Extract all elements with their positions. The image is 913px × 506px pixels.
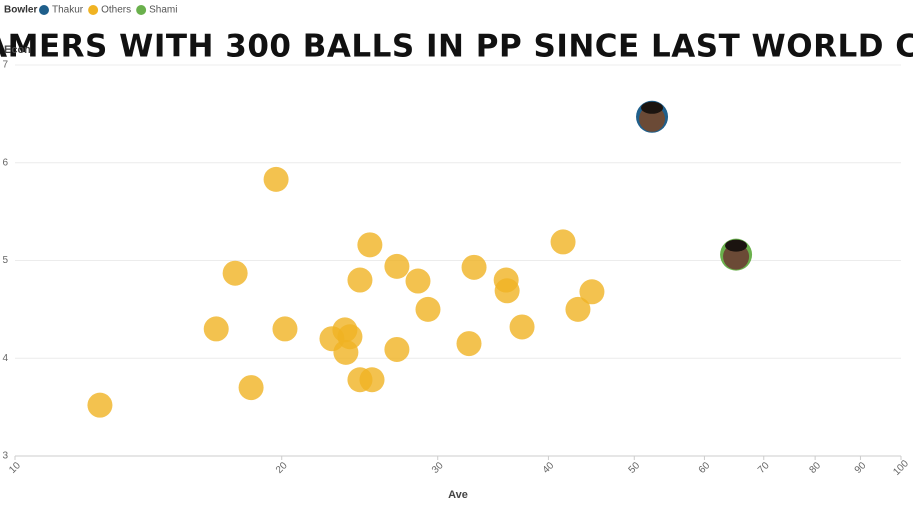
legend-title: Bowler bbox=[4, 5, 37, 16]
y-tick-label: 6 bbox=[2, 157, 8, 168]
x-tick-label: 60 bbox=[697, 460, 713, 476]
point bbox=[263, 166, 289, 192]
point bbox=[272, 316, 298, 342]
point bbox=[509, 314, 535, 340]
point bbox=[461, 254, 487, 280]
point bbox=[565, 296, 591, 322]
point bbox=[405, 268, 431, 294]
marker-hair bbox=[641, 101, 664, 114]
x-tick-label: 40 bbox=[541, 460, 557, 476]
y-tick-label: 3 bbox=[2, 451, 8, 462]
point bbox=[456, 331, 482, 357]
x-tick-label: 50 bbox=[627, 460, 643, 476]
legend-swatch bbox=[39, 5, 49, 15]
legend-swatch bbox=[88, 5, 99, 15]
bowler-marker bbox=[636, 100, 669, 133]
point bbox=[494, 278, 520, 304]
x-tick-label: 70 bbox=[756, 460, 772, 476]
y-tick-label: 7 bbox=[2, 60, 8, 71]
point bbox=[337, 324, 363, 350]
marker-hair bbox=[725, 239, 748, 252]
point bbox=[222, 260, 248, 286]
point bbox=[579, 279, 605, 305]
legend-label: Thakur bbox=[52, 5, 84, 16]
x-tick-label: 100 bbox=[891, 458, 911, 478]
point bbox=[87, 392, 113, 418]
point bbox=[384, 336, 410, 362]
point bbox=[357, 232, 383, 258]
point bbox=[550, 229, 576, 255]
chart-title: SEAMERS WITH 300 BALLS IN PP SINCE LAST … bbox=[0, 29, 913, 65]
x-tick-label: 20 bbox=[274, 460, 290, 476]
legend-label: Shami bbox=[149, 5, 177, 16]
x-tick-label: 90 bbox=[853, 460, 869, 476]
bowler-marker bbox=[720, 238, 753, 271]
legend-swatch bbox=[136, 5, 147, 15]
point bbox=[415, 296, 441, 322]
y-tick-label: 5 bbox=[2, 255, 8, 266]
x-tick-label: 10 bbox=[7, 460, 23, 476]
x-tick-label: 30 bbox=[430, 460, 446, 476]
point bbox=[359, 367, 385, 393]
y-axis-title: Econ bbox=[4, 44, 31, 56]
point bbox=[203, 316, 229, 342]
legend-label: Others bbox=[101, 5, 131, 16]
point bbox=[347, 267, 373, 293]
y-tick-label: 4 bbox=[2, 353, 8, 364]
x-axis-title: Ave bbox=[448, 489, 468, 501]
x-tick-label: 80 bbox=[807, 460, 823, 476]
point bbox=[238, 375, 264, 401]
point bbox=[384, 253, 410, 279]
